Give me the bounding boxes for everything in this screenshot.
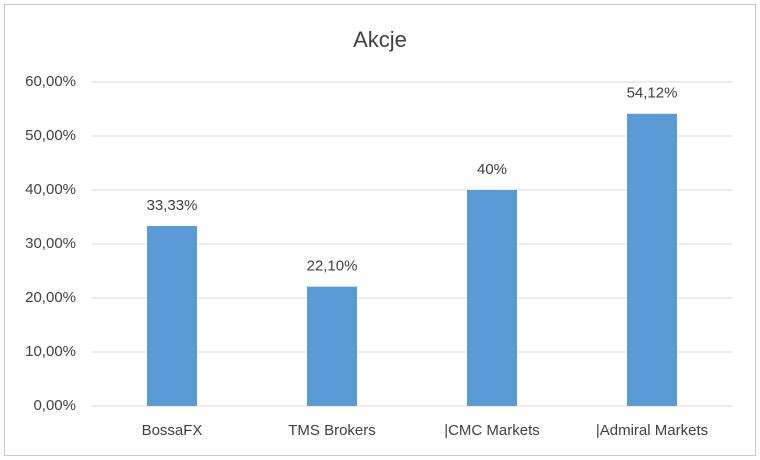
x-tick-label: |CMC Markets xyxy=(444,422,540,439)
y-tick-label: 40,00% xyxy=(25,181,76,198)
chart-title: Akcje xyxy=(353,27,407,52)
bar xyxy=(307,286,357,406)
bar xyxy=(627,113,677,406)
y-tick-label: 20,00% xyxy=(25,289,76,306)
y-tick-label: 30,00% xyxy=(25,235,76,252)
value-label: 40% xyxy=(477,161,507,178)
x-tick-label: TMS Brokers xyxy=(288,422,376,439)
value-label: 33,33% xyxy=(147,197,198,214)
bar xyxy=(467,190,517,406)
bar xyxy=(147,226,197,406)
y-tick-label: 10,00% xyxy=(25,343,76,360)
y-tick-label: 60,00% xyxy=(25,73,76,90)
value-label: 54,12% xyxy=(627,85,678,102)
x-tick-label: |Admiral Markets xyxy=(596,422,708,439)
value-label: 22,10% xyxy=(307,258,358,275)
y-tick-label: 0,00% xyxy=(33,397,76,414)
y-tick-label: 50,00% xyxy=(25,127,76,144)
x-tick-label: BossaFX xyxy=(142,422,203,439)
